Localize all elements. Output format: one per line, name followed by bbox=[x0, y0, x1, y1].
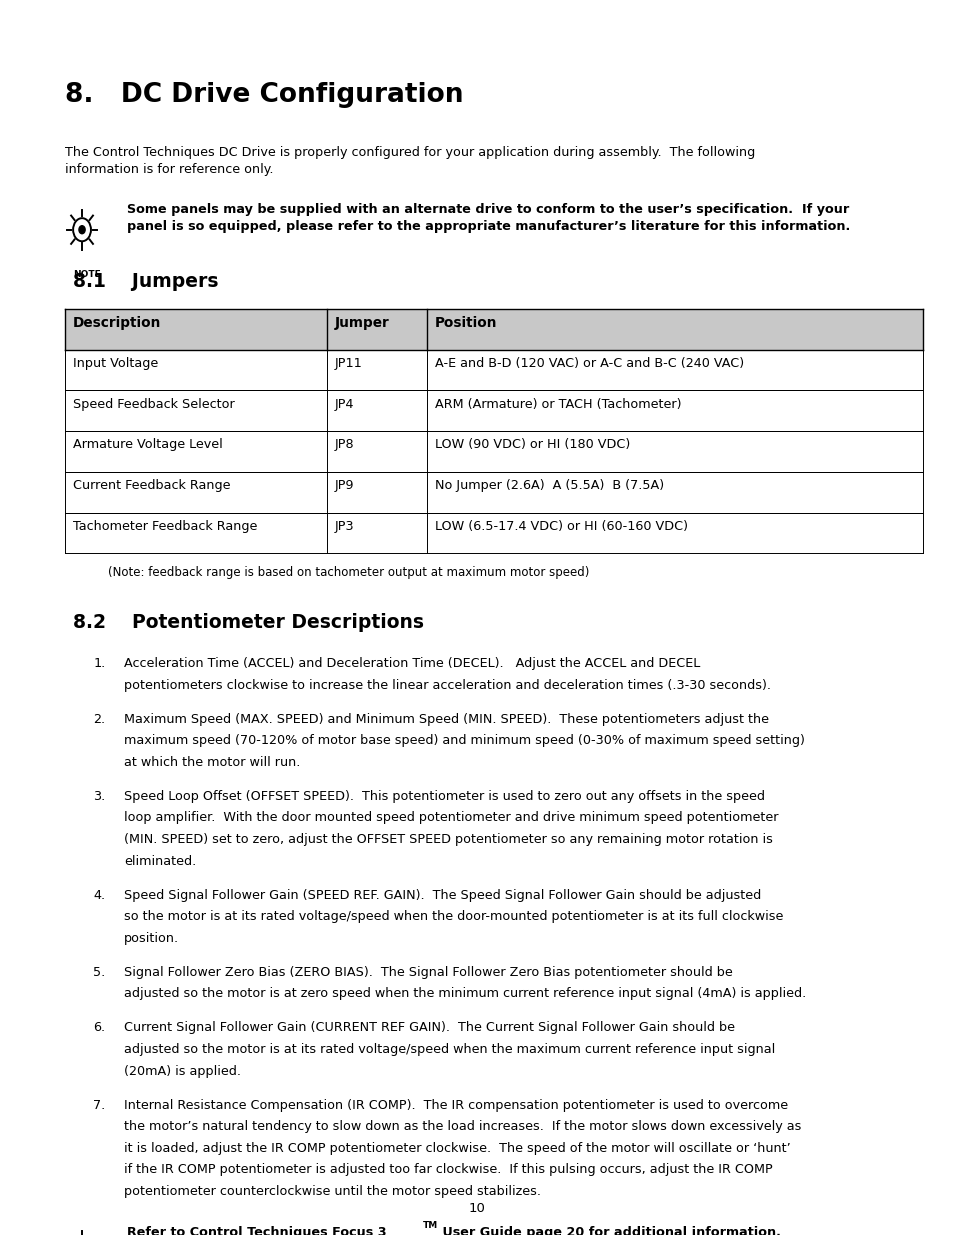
Text: Some panels may be supplied with an alternate drive to conform to the user’s spe: Some panels may be supplied with an alte… bbox=[127, 203, 849, 233]
Text: Current Feedback Range: Current Feedback Range bbox=[72, 479, 230, 493]
Text: JP4: JP4 bbox=[335, 398, 354, 411]
Text: Position: Position bbox=[435, 316, 497, 330]
Text: Jumper: Jumper bbox=[335, 316, 389, 330]
Text: Armature Voltage Level: Armature Voltage Level bbox=[72, 438, 222, 452]
Bar bbox=[65, 309, 923, 350]
Text: Tachometer Feedback Range: Tachometer Feedback Range bbox=[72, 520, 256, 534]
Text: The Control Techniques DC Drive is properly configured for your application duri: The Control Techniques DC Drive is prope… bbox=[65, 146, 755, 177]
Text: Speed Signal Follower Gain (SPEED REF. GAIN).  The Speed Signal Follower Gain sh: Speed Signal Follower Gain (SPEED REF. G… bbox=[124, 889, 760, 902]
Text: 10: 10 bbox=[468, 1202, 485, 1215]
Text: TM: TM bbox=[422, 1221, 437, 1230]
Text: 8.1    Jumpers: 8.1 Jumpers bbox=[72, 272, 218, 290]
Text: 6.: 6. bbox=[93, 1021, 106, 1035]
Text: Description: Description bbox=[72, 316, 161, 330]
Text: 8.   DC Drive Configuration: 8. DC Drive Configuration bbox=[65, 82, 463, 107]
Text: LOW (90 VDC) or HI (180 VDC): LOW (90 VDC) or HI (180 VDC) bbox=[435, 438, 630, 452]
Text: Maximum Speed (MAX. SPEED) and Minimum Speed (MIN. SPEED).  These potentiometers: Maximum Speed (MAX. SPEED) and Minimum S… bbox=[124, 713, 768, 726]
Text: (MIN. SPEED) set to zero, adjust the OFFSET SPEED potentiometer so any remaining: (MIN. SPEED) set to zero, adjust the OFF… bbox=[124, 834, 772, 846]
Text: adjusted so the motor is at zero speed when the minimum current reference input : adjusted so the motor is at zero speed w… bbox=[124, 988, 805, 1000]
Text: 3.: 3. bbox=[93, 790, 106, 803]
Text: User Guide page 20 for additional information.: User Guide page 20 for additional inform… bbox=[437, 1226, 780, 1235]
Text: NOTE: NOTE bbox=[73, 270, 101, 279]
Text: Speed Feedback Selector: Speed Feedback Selector bbox=[72, 398, 234, 411]
Text: loop amplifier.  With the door mounted speed potentiometer and drive minimum spe: loop amplifier. With the door mounted sp… bbox=[124, 811, 778, 825]
Text: maximum speed (70-120% of motor base speed) and minimum speed (0-30% of maximum : maximum speed (70-120% of motor base spe… bbox=[124, 735, 804, 747]
Text: it is loaded, adjust the IR COMP potentiometer clockwise.  The speed of the moto: it is loaded, adjust the IR COMP potenti… bbox=[124, 1142, 790, 1155]
Text: (20mA) is applied.: (20mA) is applied. bbox=[124, 1065, 241, 1078]
Text: 5.: 5. bbox=[93, 966, 106, 979]
Text: 1.: 1. bbox=[93, 657, 106, 671]
Text: adjusted so the motor is at its rated voltage/speed when the maximum current ref: adjusted so the motor is at its rated vo… bbox=[124, 1044, 775, 1056]
Text: 8.2    Potentiometer Descriptions: 8.2 Potentiometer Descriptions bbox=[72, 613, 423, 631]
Text: if the IR COMP potentiometer is adjusted too far clockwise.  If this pulsing occ: if the IR COMP potentiometer is adjusted… bbox=[124, 1163, 772, 1177]
Text: potentiometers clockwise to increase the linear acceleration and deceleration ti: potentiometers clockwise to increase the… bbox=[124, 679, 770, 692]
Text: JP11: JP11 bbox=[335, 357, 362, 370]
Text: 4.: 4. bbox=[93, 889, 106, 902]
Text: so the motor is at its rated voltage/speed when the door-mounted potentiometer i: so the motor is at its rated voltage/spe… bbox=[124, 910, 782, 924]
Text: Internal Resistance Compensation (IR COMP).  The IR compensation potentiometer i: Internal Resistance Compensation (IR COM… bbox=[124, 1099, 787, 1112]
Text: at which the motor will run.: at which the motor will run. bbox=[124, 756, 300, 769]
Text: LOW (6.5-17.4 VDC) or HI (60-160 VDC): LOW (6.5-17.4 VDC) or HI (60-160 VDC) bbox=[435, 520, 687, 534]
Text: A-E and B-D (120 VAC) or A-C and B-C (240 VAC): A-E and B-D (120 VAC) or A-C and B-C (24… bbox=[435, 357, 743, 370]
Text: Current Signal Follower Gain (CURRENT REF GAIN).  The Current Signal Follower Ga: Current Signal Follower Gain (CURRENT RE… bbox=[124, 1021, 734, 1035]
Text: JP3: JP3 bbox=[335, 520, 355, 534]
Text: (Note: feedback range is based on tachometer output at maximum motor speed): (Note: feedback range is based on tachom… bbox=[108, 566, 589, 579]
Text: position.: position. bbox=[124, 932, 179, 945]
Text: potentiometer counterclockwise until the motor speed stabilizes.: potentiometer counterclockwise until the… bbox=[124, 1186, 540, 1198]
Text: ARM (Armature) or TACH (Tachometer): ARM (Armature) or TACH (Tachometer) bbox=[435, 398, 680, 411]
Text: the motor’s natural tendency to slow down as the load increases.  If the motor s: the motor’s natural tendency to slow dow… bbox=[124, 1120, 801, 1134]
Text: Signal Follower Zero Bias (ZERO BIAS).  The Signal Follower Zero Bias potentiome: Signal Follower Zero Bias (ZERO BIAS). T… bbox=[124, 966, 732, 979]
Text: Input Voltage: Input Voltage bbox=[72, 357, 157, 370]
Text: Acceleration Time (ACCEL) and Deceleration Time (DECEL).   Adjust the ACCEL and : Acceleration Time (ACCEL) and Decelerati… bbox=[124, 657, 700, 671]
Text: JP9: JP9 bbox=[335, 479, 354, 493]
Text: JP8: JP8 bbox=[335, 438, 355, 452]
Text: Speed Loop Offset (OFFSET SPEED).  This potentiometer is used to zero out any of: Speed Loop Offset (OFFSET SPEED). This p… bbox=[124, 790, 764, 803]
Circle shape bbox=[79, 226, 85, 233]
Text: eliminated.: eliminated. bbox=[124, 855, 196, 868]
Text: No Jumper (2.6A)  A (5.5A)  B (7.5A): No Jumper (2.6A) A (5.5A) B (7.5A) bbox=[435, 479, 663, 493]
Text: 2.: 2. bbox=[93, 713, 106, 726]
Text: Refer to Control Techniques Focus 3: Refer to Control Techniques Focus 3 bbox=[127, 1226, 386, 1235]
Text: 7.: 7. bbox=[93, 1099, 106, 1112]
